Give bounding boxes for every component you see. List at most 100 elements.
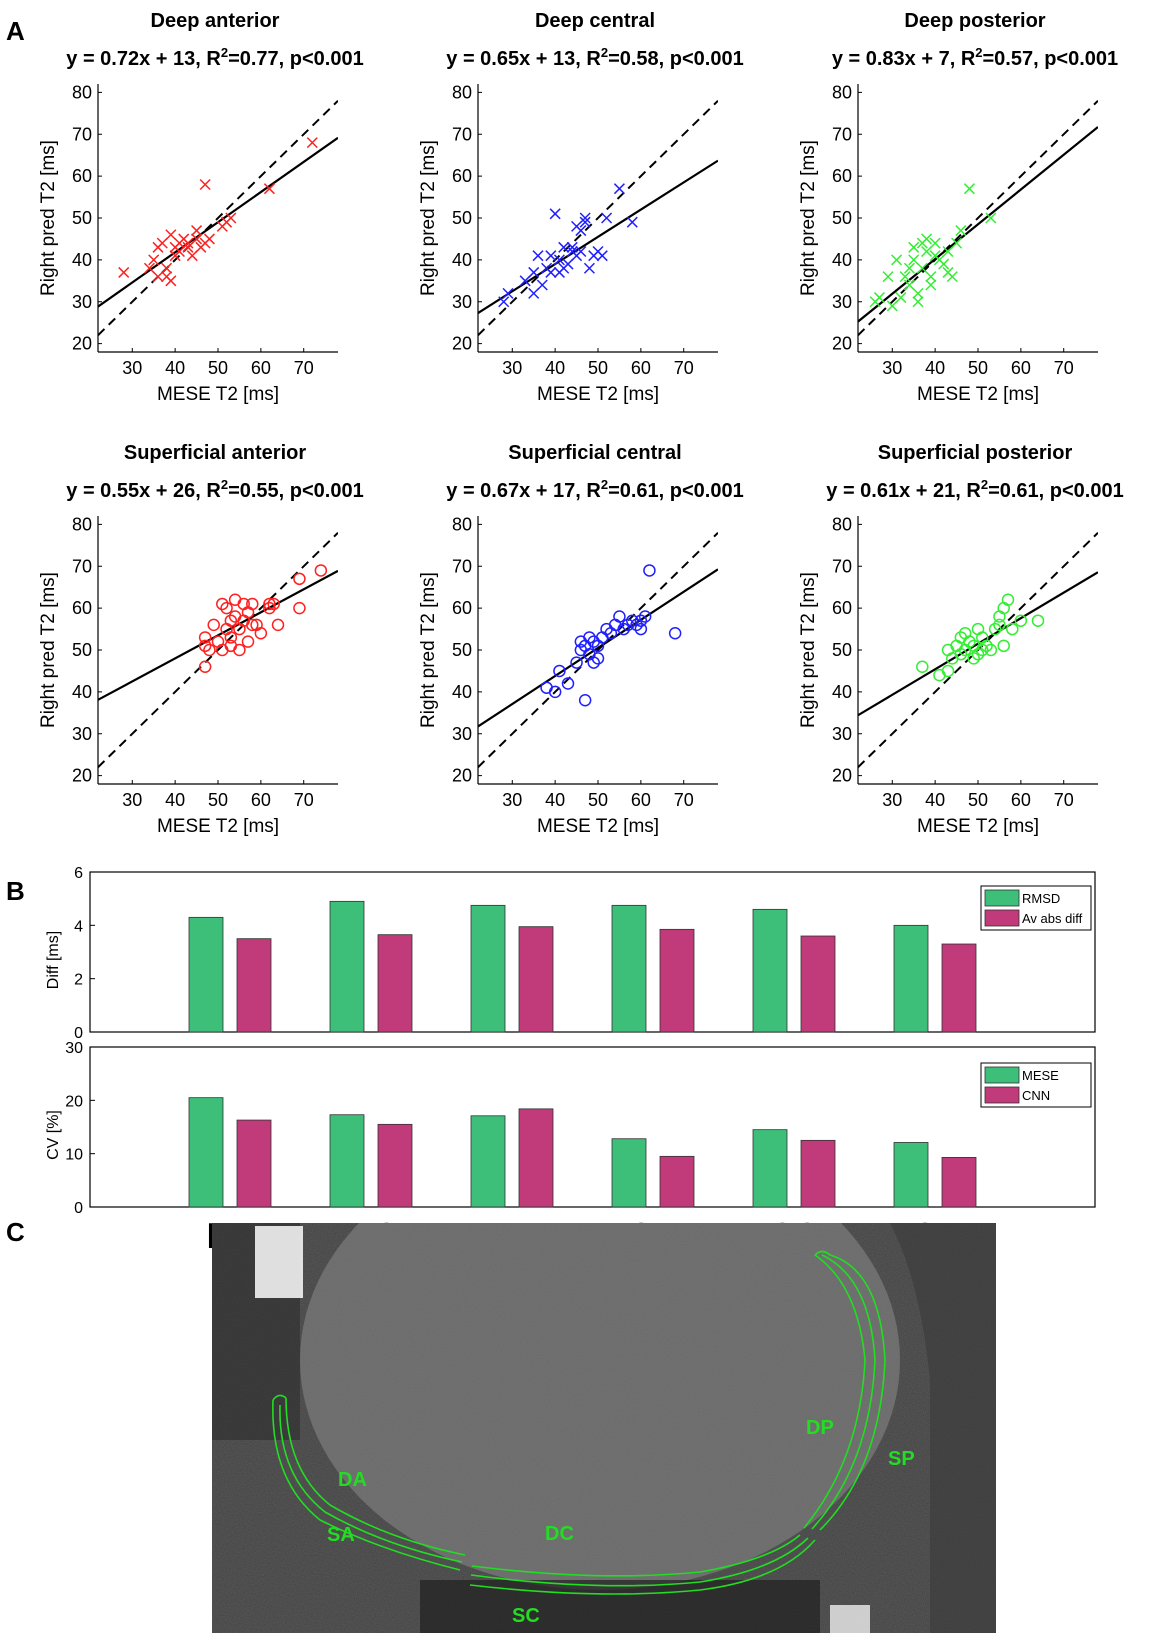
superficial-posterior-y-axis-label: Right pred T2 [ms] <box>798 572 819 728</box>
y-tick-label: 40 <box>72 682 92 702</box>
data-point <box>519 275 531 287</box>
data-point <box>908 254 920 266</box>
x-tick-label: 60 <box>251 790 271 810</box>
data-point <box>570 656 583 669</box>
deep-posterior-equation: y = 0.83x + 7, R2=0.57, p<0.001 <box>832 45 1118 70</box>
equation-fit: y = 0.72x + 13, R <box>66 48 221 70</box>
y-tick-label: 0 <box>74 1025 83 1042</box>
y-tick-label: 20 <box>832 766 852 786</box>
data-point <box>929 237 941 249</box>
data-point <box>143 262 155 274</box>
data-point <box>583 262 595 274</box>
equation-fit: y = 0.61x + 21, R <box>826 480 981 502</box>
data-point <box>545 250 557 262</box>
deep-posterior-identity-line <box>858 100 1098 336</box>
y-tick-label: 70 <box>72 556 92 576</box>
deep-central-identity-line <box>478 100 718 336</box>
data-point <box>951 237 963 249</box>
y-tick-label: 30 <box>65 1040 83 1057</box>
data-point <box>203 643 216 657</box>
legend-swatch <box>984 889 1020 907</box>
y-tick-label: 60 <box>832 166 852 186</box>
data-point <box>971 647 985 661</box>
y-tick-label: 50 <box>832 640 852 660</box>
x-tick-label: 70 <box>674 358 694 378</box>
x-tick-label: 30 <box>502 790 522 810</box>
legend-label: Av abs diff <box>1022 911 1083 926</box>
bar-dp-mese <box>470 1115 506 1208</box>
y-tick-label: 60 <box>832 598 852 618</box>
y-tick-label: 40 <box>452 682 472 702</box>
x-tick-label: 40 <box>925 790 945 810</box>
deep-posterior-regression-line <box>858 126 1098 323</box>
outline-posterior-inner <box>811 1254 876 1530</box>
legend-swatch <box>984 1066 1020 1084</box>
data-point <box>199 178 211 191</box>
deep-posterior-x-axis-label: MESE T2 [ms] <box>917 384 1039 405</box>
y-tick-label: 20 <box>452 334 472 354</box>
x-tick-label: 30 <box>882 358 902 378</box>
mri-label-sa: SA <box>327 1524 355 1546</box>
data-point <box>626 216 638 228</box>
data-point <box>963 183 975 195</box>
data-point <box>575 245 587 258</box>
outline-deep-central <box>471 1534 801 1577</box>
y-tick-label: 4 <box>74 918 83 935</box>
data-point <box>566 241 578 253</box>
x-tick-label: 40 <box>545 358 565 378</box>
equation-fit: y = 0.67x + 17, R <box>446 480 601 502</box>
data-point <box>980 639 993 653</box>
mri-label-sc: SC <box>512 1605 540 1627</box>
data-point <box>899 271 911 283</box>
scatter-plot-superficial-central: Superficial central y = 0.67x + 17, R2=0.… <box>418 442 744 837</box>
y-tick-label: 20 <box>72 334 92 354</box>
data-point <box>967 652 980 665</box>
y-tick-label: 30 <box>832 724 852 744</box>
x-tick-label: 40 <box>925 358 945 378</box>
superficial-central-y-axis-label: Right pred T2 [ms] <box>418 572 439 728</box>
data-point <box>549 208 561 220</box>
bar-da-mese <box>188 1097 224 1208</box>
data-point <box>314 564 328 577</box>
x-tick-label: 50 <box>968 358 988 378</box>
y-tick-label: 80 <box>452 514 472 534</box>
deep-central-x-axis-label: MESE T2 [ms] <box>537 384 659 405</box>
data-point <box>182 237 194 249</box>
bar-dc-mese <box>329 1114 365 1208</box>
data-point <box>621 618 635 632</box>
data-point <box>895 292 907 304</box>
data-point <box>921 245 933 258</box>
deep-central-title: Deep central <box>535 10 655 32</box>
data-point <box>228 593 242 606</box>
bar-y-axis-label: CV [%] <box>45 1110 62 1160</box>
data-point <box>1006 622 1019 636</box>
y-tick-label: 70 <box>452 124 472 144</box>
outline-central-inner <box>470 1537 809 1587</box>
data-point <box>903 262 915 274</box>
y-tick-label: 50 <box>832 208 852 228</box>
data-point <box>921 233 933 245</box>
x-tick-label: 70 <box>294 790 314 810</box>
bar-dp-rmsd <box>470 904 506 1033</box>
data-point <box>498 296 510 308</box>
mri-bright-spot-bottom <box>830 1605 870 1633</box>
bar-sa-cnn <box>659 1155 695 1208</box>
data-point <box>502 287 514 299</box>
data-point <box>225 212 237 224</box>
data-point <box>916 262 928 274</box>
outline-deep-anterior <box>285 1397 466 1556</box>
data-point <box>613 610 626 623</box>
data-point <box>207 618 220 632</box>
data-point <box>882 271 894 283</box>
legend-swatch <box>984 909 1020 927</box>
data-point <box>955 225 967 237</box>
y-tick-label: 50 <box>72 640 92 660</box>
equation-superscript: 2 <box>601 477 608 492</box>
mri-femoral-condyle <box>300 1223 900 1590</box>
superficial-central-identity-line <box>478 532 718 768</box>
y-tick-label: 30 <box>72 724 92 744</box>
data-point <box>271 618 285 632</box>
data-point <box>263 597 276 611</box>
y-tick-label: 60 <box>452 166 472 186</box>
x-tick-label: 50 <box>588 790 608 810</box>
